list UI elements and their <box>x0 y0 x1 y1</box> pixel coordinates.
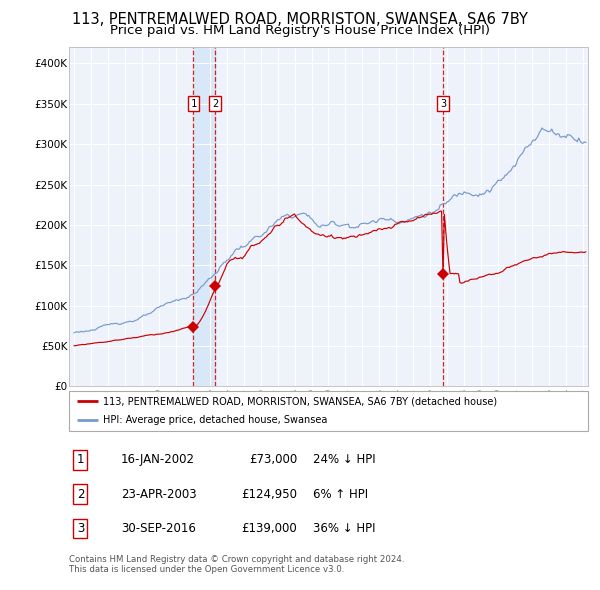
Text: 3: 3 <box>77 522 84 535</box>
FancyBboxPatch shape <box>69 391 588 431</box>
Text: 2: 2 <box>212 99 218 109</box>
Text: 23-APR-2003: 23-APR-2003 <box>121 488 197 501</box>
Text: This data is licensed under the Open Government Licence v3.0.: This data is licensed under the Open Gov… <box>69 565 344 574</box>
Text: £139,000: £139,000 <box>242 522 298 535</box>
Text: 36% ↓ HPI: 36% ↓ HPI <box>313 522 376 535</box>
Text: 113, PENTREMALWED ROAD, MORRISTON, SWANSEA, SA6 7BY: 113, PENTREMALWED ROAD, MORRISTON, SWANS… <box>72 12 528 27</box>
Text: 24% ↓ HPI: 24% ↓ HPI <box>313 453 376 466</box>
Text: 1: 1 <box>190 99 197 109</box>
Text: 2: 2 <box>77 488 84 501</box>
Text: 1: 1 <box>77 453 84 466</box>
Text: £124,950: £124,950 <box>241 488 298 501</box>
Text: 3: 3 <box>440 99 446 109</box>
Text: 6% ↑ HPI: 6% ↑ HPI <box>313 488 368 501</box>
Text: Price paid vs. HM Land Registry's House Price Index (HPI): Price paid vs. HM Land Registry's House … <box>110 24 490 37</box>
Text: 16-JAN-2002: 16-JAN-2002 <box>121 453 195 466</box>
Bar <box>193 47 215 386</box>
Text: 113, PENTREMALWED ROAD, MORRISTON, SWANSEA, SA6 7BY (detached house): 113, PENTREMALWED ROAD, MORRISTON, SWANS… <box>103 396 497 407</box>
Text: HPI: Average price, detached house, Swansea: HPI: Average price, detached house, Swan… <box>103 415 327 425</box>
Text: £73,000: £73,000 <box>249 453 298 466</box>
Text: 30-SEP-2016: 30-SEP-2016 <box>121 522 196 535</box>
Text: Contains HM Land Registry data © Crown copyright and database right 2024.: Contains HM Land Registry data © Crown c… <box>69 555 404 563</box>
